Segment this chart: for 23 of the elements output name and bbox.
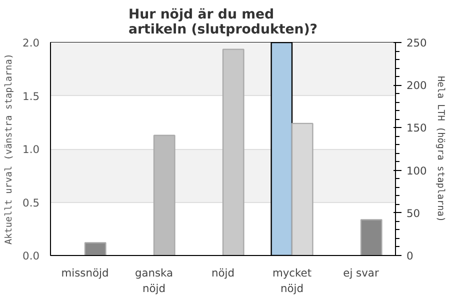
x-tick-label: missnöjd <box>61 266 109 280</box>
y2-tick-label: 100 <box>406 164 428 178</box>
y2-tick-label: 50 <box>406 206 420 220</box>
bar <box>222 48 244 256</box>
x-tick-label: ganska nöjd <box>134 266 174 296</box>
y2-tick-label: 200 <box>406 79 428 92</box>
y-tick-label: 1.5 <box>22 90 40 103</box>
y-tick-label: 0.5 <box>22 196 40 210</box>
y2-tick-label: 250 <box>406 36 428 50</box>
bar <box>360 219 382 256</box>
y-tick-label: 1.0 <box>22 143 40 156</box>
y-tick-label: 2.0 <box>22 36 40 50</box>
x-tick-label: ej svar <box>343 266 380 280</box>
y-axis-title: Aktuellt urval (vänstra staplarna) <box>4 54 15 244</box>
y2-tick-label: 150 <box>406 122 428 135</box>
bar <box>153 134 176 256</box>
y-tick-label: 0.0 <box>22 250 40 262</box>
y2-tick-label: 0 <box>406 250 414 262</box>
x-tick-label: mycket nöjd <box>272 266 312 296</box>
x-tick-label: nöjd <box>212 266 234 280</box>
bar <box>84 242 106 256</box>
chart-title: Hur nöjd är du med artikeln (slutprodukten)? <box>128 8 318 38</box>
y2-axis-title: Hela LTH (högra staplarna) <box>434 76 446 222</box>
